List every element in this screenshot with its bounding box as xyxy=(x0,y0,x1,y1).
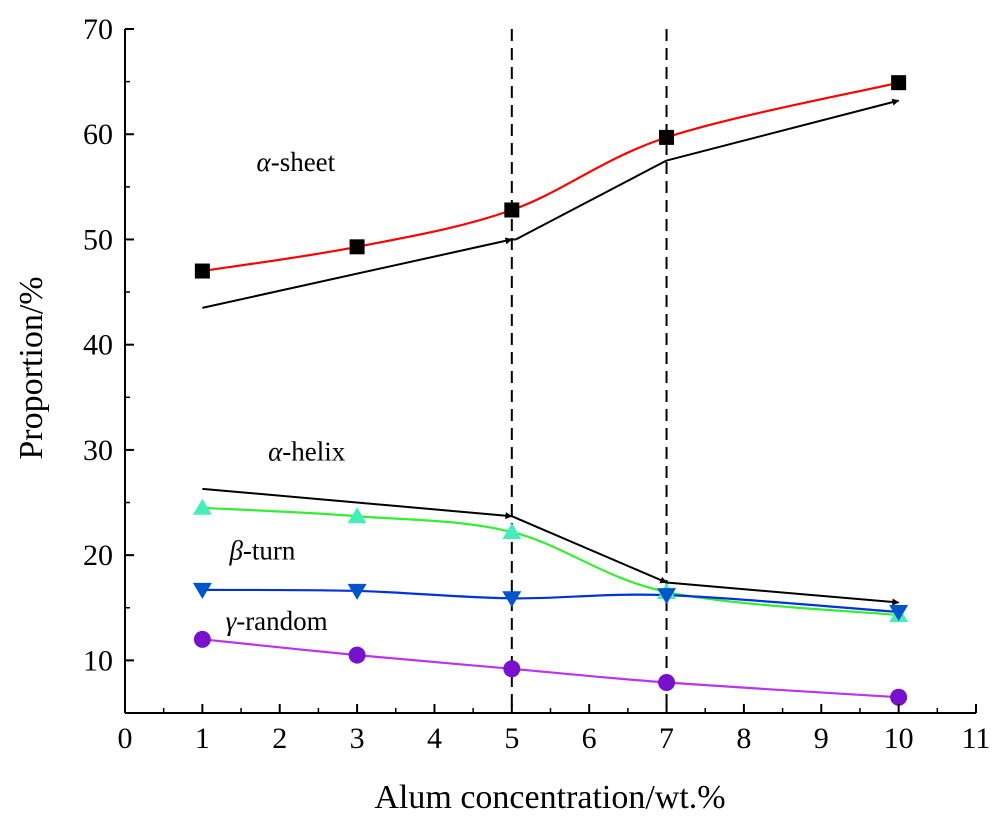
data-point-random-x5 xyxy=(503,660,521,678)
annotation-helix-greek: α xyxy=(268,436,283,466)
data-point-turn-x3 xyxy=(347,583,367,600)
y-tick-label-20: 20 xyxy=(83,539,113,572)
data-markers xyxy=(192,75,909,706)
annotation-random: γ-random xyxy=(226,606,328,636)
data-point-sheet-x3 xyxy=(349,239,365,255)
x-tick-label-11: 11 xyxy=(962,722,991,755)
y-tick-label-40: 40 xyxy=(83,329,113,362)
y-tick-label-10: 10 xyxy=(83,644,113,677)
x-tick-label-0: 0 xyxy=(118,722,133,755)
trend-arrows xyxy=(202,98,900,606)
data-point-random-x1 xyxy=(193,630,211,648)
y-tick-label-50: 50 xyxy=(83,223,113,256)
data-point-helix-x5 xyxy=(502,523,522,540)
y-axis-title: Proportion/% xyxy=(13,276,50,459)
data-point-turn-x5 xyxy=(502,591,522,608)
data-point-helix-x1 xyxy=(192,498,212,515)
series-line-helix xyxy=(202,506,899,617)
annotation-random-text: -random xyxy=(236,606,327,636)
data-point-sheet-x7 xyxy=(659,129,675,145)
data-point-random-x3 xyxy=(348,646,366,664)
annotation-turn-greek: β xyxy=(228,535,243,565)
data-point-helix-x3 xyxy=(347,507,367,524)
y-tick-label-70: 70 xyxy=(83,13,113,46)
series-line-sheet xyxy=(202,81,899,273)
x-tick-label-3: 3 xyxy=(350,722,365,755)
x-tick-label-7: 7 xyxy=(659,722,674,755)
arrow-segment-helix-trend-2 xyxy=(666,581,900,606)
y-tick-label-60: 60 xyxy=(83,118,113,151)
annotation-turn: β-turn xyxy=(228,535,295,565)
data-point-random-x7 xyxy=(658,673,676,691)
x-axis-title: Alum concentration/wt.% xyxy=(374,779,725,816)
annotation-random-greek: γ xyxy=(226,606,238,636)
arrow-segment-sheet-trend-2 xyxy=(515,159,668,241)
x-tick-label-9: 9 xyxy=(814,722,829,755)
data-point-sheet-x10 xyxy=(891,75,907,91)
reference-lines xyxy=(510,29,668,713)
series-line-turn xyxy=(202,588,899,614)
x-tick-label-6: 6 xyxy=(582,722,597,755)
arrow-segment-helix-trend-0 xyxy=(202,487,513,520)
annotation-sheet-text: -sheet xyxy=(271,147,336,177)
x-tick-label-10: 10 xyxy=(884,722,914,755)
x-tick-label-2: 2 xyxy=(272,722,287,755)
annotation-helix-text: -helix xyxy=(282,436,345,466)
arrow-segment-helix-trend-1 xyxy=(511,515,668,584)
y-tick-label-30: 30 xyxy=(83,434,113,467)
axes: 0 1 2 3 4 5 6 7 8 9 10 11 10 20 30 40 50 60 70 xyxy=(83,13,990,755)
series-line-random xyxy=(202,638,899,699)
arrow-segment-sheet-trend-3 xyxy=(666,98,900,162)
annotation-sheet: α-sheet xyxy=(257,147,336,177)
data-point-sheet-x5 xyxy=(504,202,520,218)
x-tick-label-4: 4 xyxy=(427,722,442,755)
annotation-helix: α-helix xyxy=(268,436,346,466)
x-tick-label-1: 1 xyxy=(195,722,210,755)
data-point-random-x10 xyxy=(890,688,908,706)
data-point-turn-x10 xyxy=(889,604,909,621)
data-point-sheet-x1 xyxy=(194,263,210,279)
x-tick-label-8: 8 xyxy=(736,722,751,755)
x-tick-label-5: 5 xyxy=(504,722,519,755)
annotation-turn-text: -turn xyxy=(243,535,296,565)
data-point-turn-x7 xyxy=(657,588,677,605)
data-point-turn-x1 xyxy=(192,582,212,599)
annotation-sheet-greek: α xyxy=(257,147,272,177)
arrow-segment-sheet-trend-0 xyxy=(202,237,513,309)
